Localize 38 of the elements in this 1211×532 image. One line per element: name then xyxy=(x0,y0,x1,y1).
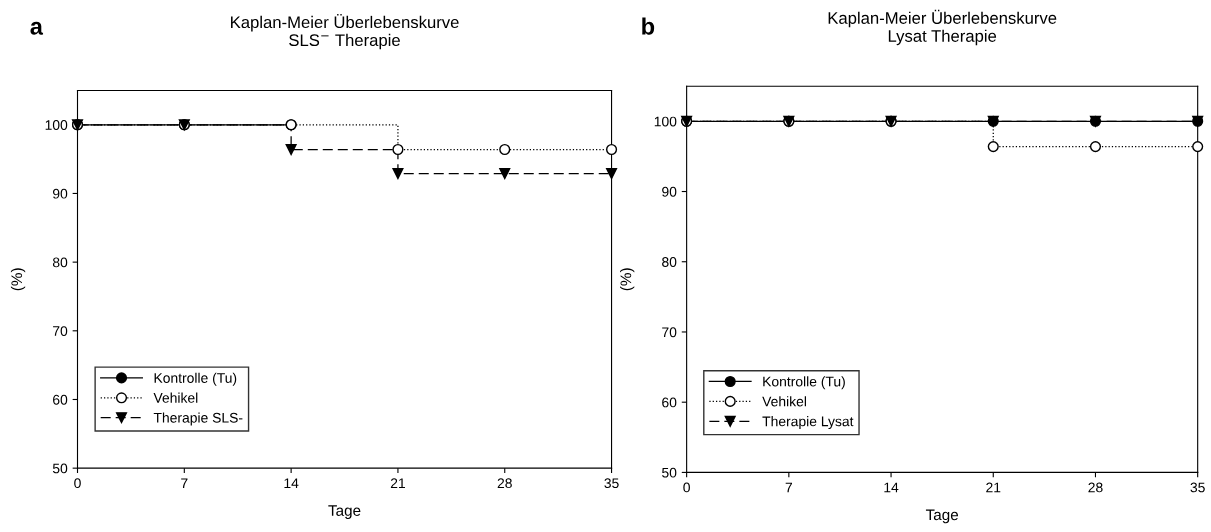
x-tick-label: 14 xyxy=(884,482,899,493)
chart-title: Kaplan-Meier Überlebenskurve SLS$^{−}$ Therapie xyxy=(231,13,459,50)
text: a xyxy=(30,21,44,35)
legend-label: Kontrolle (Tu) xyxy=(154,372,237,386)
y-tick-label: 50 xyxy=(662,467,677,478)
x-tick-label: 14 xyxy=(284,478,299,488)
y-tick-label: 60 xyxy=(662,397,677,408)
y-tick-label: 70 xyxy=(662,327,677,338)
y-tick-label: 100 xyxy=(654,116,677,127)
x-tick-label: 0 xyxy=(683,482,690,493)
y-tick-label: 70 xyxy=(53,326,68,336)
x-tick-label: 21 xyxy=(390,478,405,488)
y-tick-label: 50 xyxy=(52,463,68,474)
legend-label: Vehikel xyxy=(762,396,806,407)
x-axis-title: Tage xyxy=(328,505,361,519)
text: b xyxy=(642,17,655,35)
x-tick-label: 21 xyxy=(986,482,1001,493)
y-tick-label: 60 xyxy=(53,394,68,405)
x-axis-title: Tage xyxy=(925,509,959,524)
y-tick-label: 80 xyxy=(662,257,677,267)
y-tick-label: 80 xyxy=(52,257,68,268)
x-tick-label: 28 xyxy=(1088,482,1103,493)
legend-label: Therapie SLS- xyxy=(153,412,243,426)
x-tick-label: 35 xyxy=(1190,482,1205,493)
chart-title: Kaplan-Meier Überlebenskurve Lysat Therapie xyxy=(828,9,1057,46)
x-tick-label: 35 xyxy=(604,478,619,489)
x-tick-label: 7 xyxy=(785,482,793,493)
y-axis-title: (%) xyxy=(620,268,635,291)
x-tick-label: 28 xyxy=(497,478,512,489)
y-tick-label: 100 xyxy=(45,120,68,130)
y-tick-label: 90 xyxy=(52,188,68,199)
legend-label: Therapie Lysat xyxy=(762,416,854,430)
legend-label: Kontrolle (Tu) xyxy=(763,376,845,390)
y-tick-label: 90 xyxy=(662,186,677,197)
legend-label: Vehikel xyxy=(153,392,198,403)
x-tick-label: 7 xyxy=(181,478,188,488)
y-axis-title: (%) xyxy=(10,268,26,291)
x-tick-label: 0 xyxy=(74,478,81,489)
